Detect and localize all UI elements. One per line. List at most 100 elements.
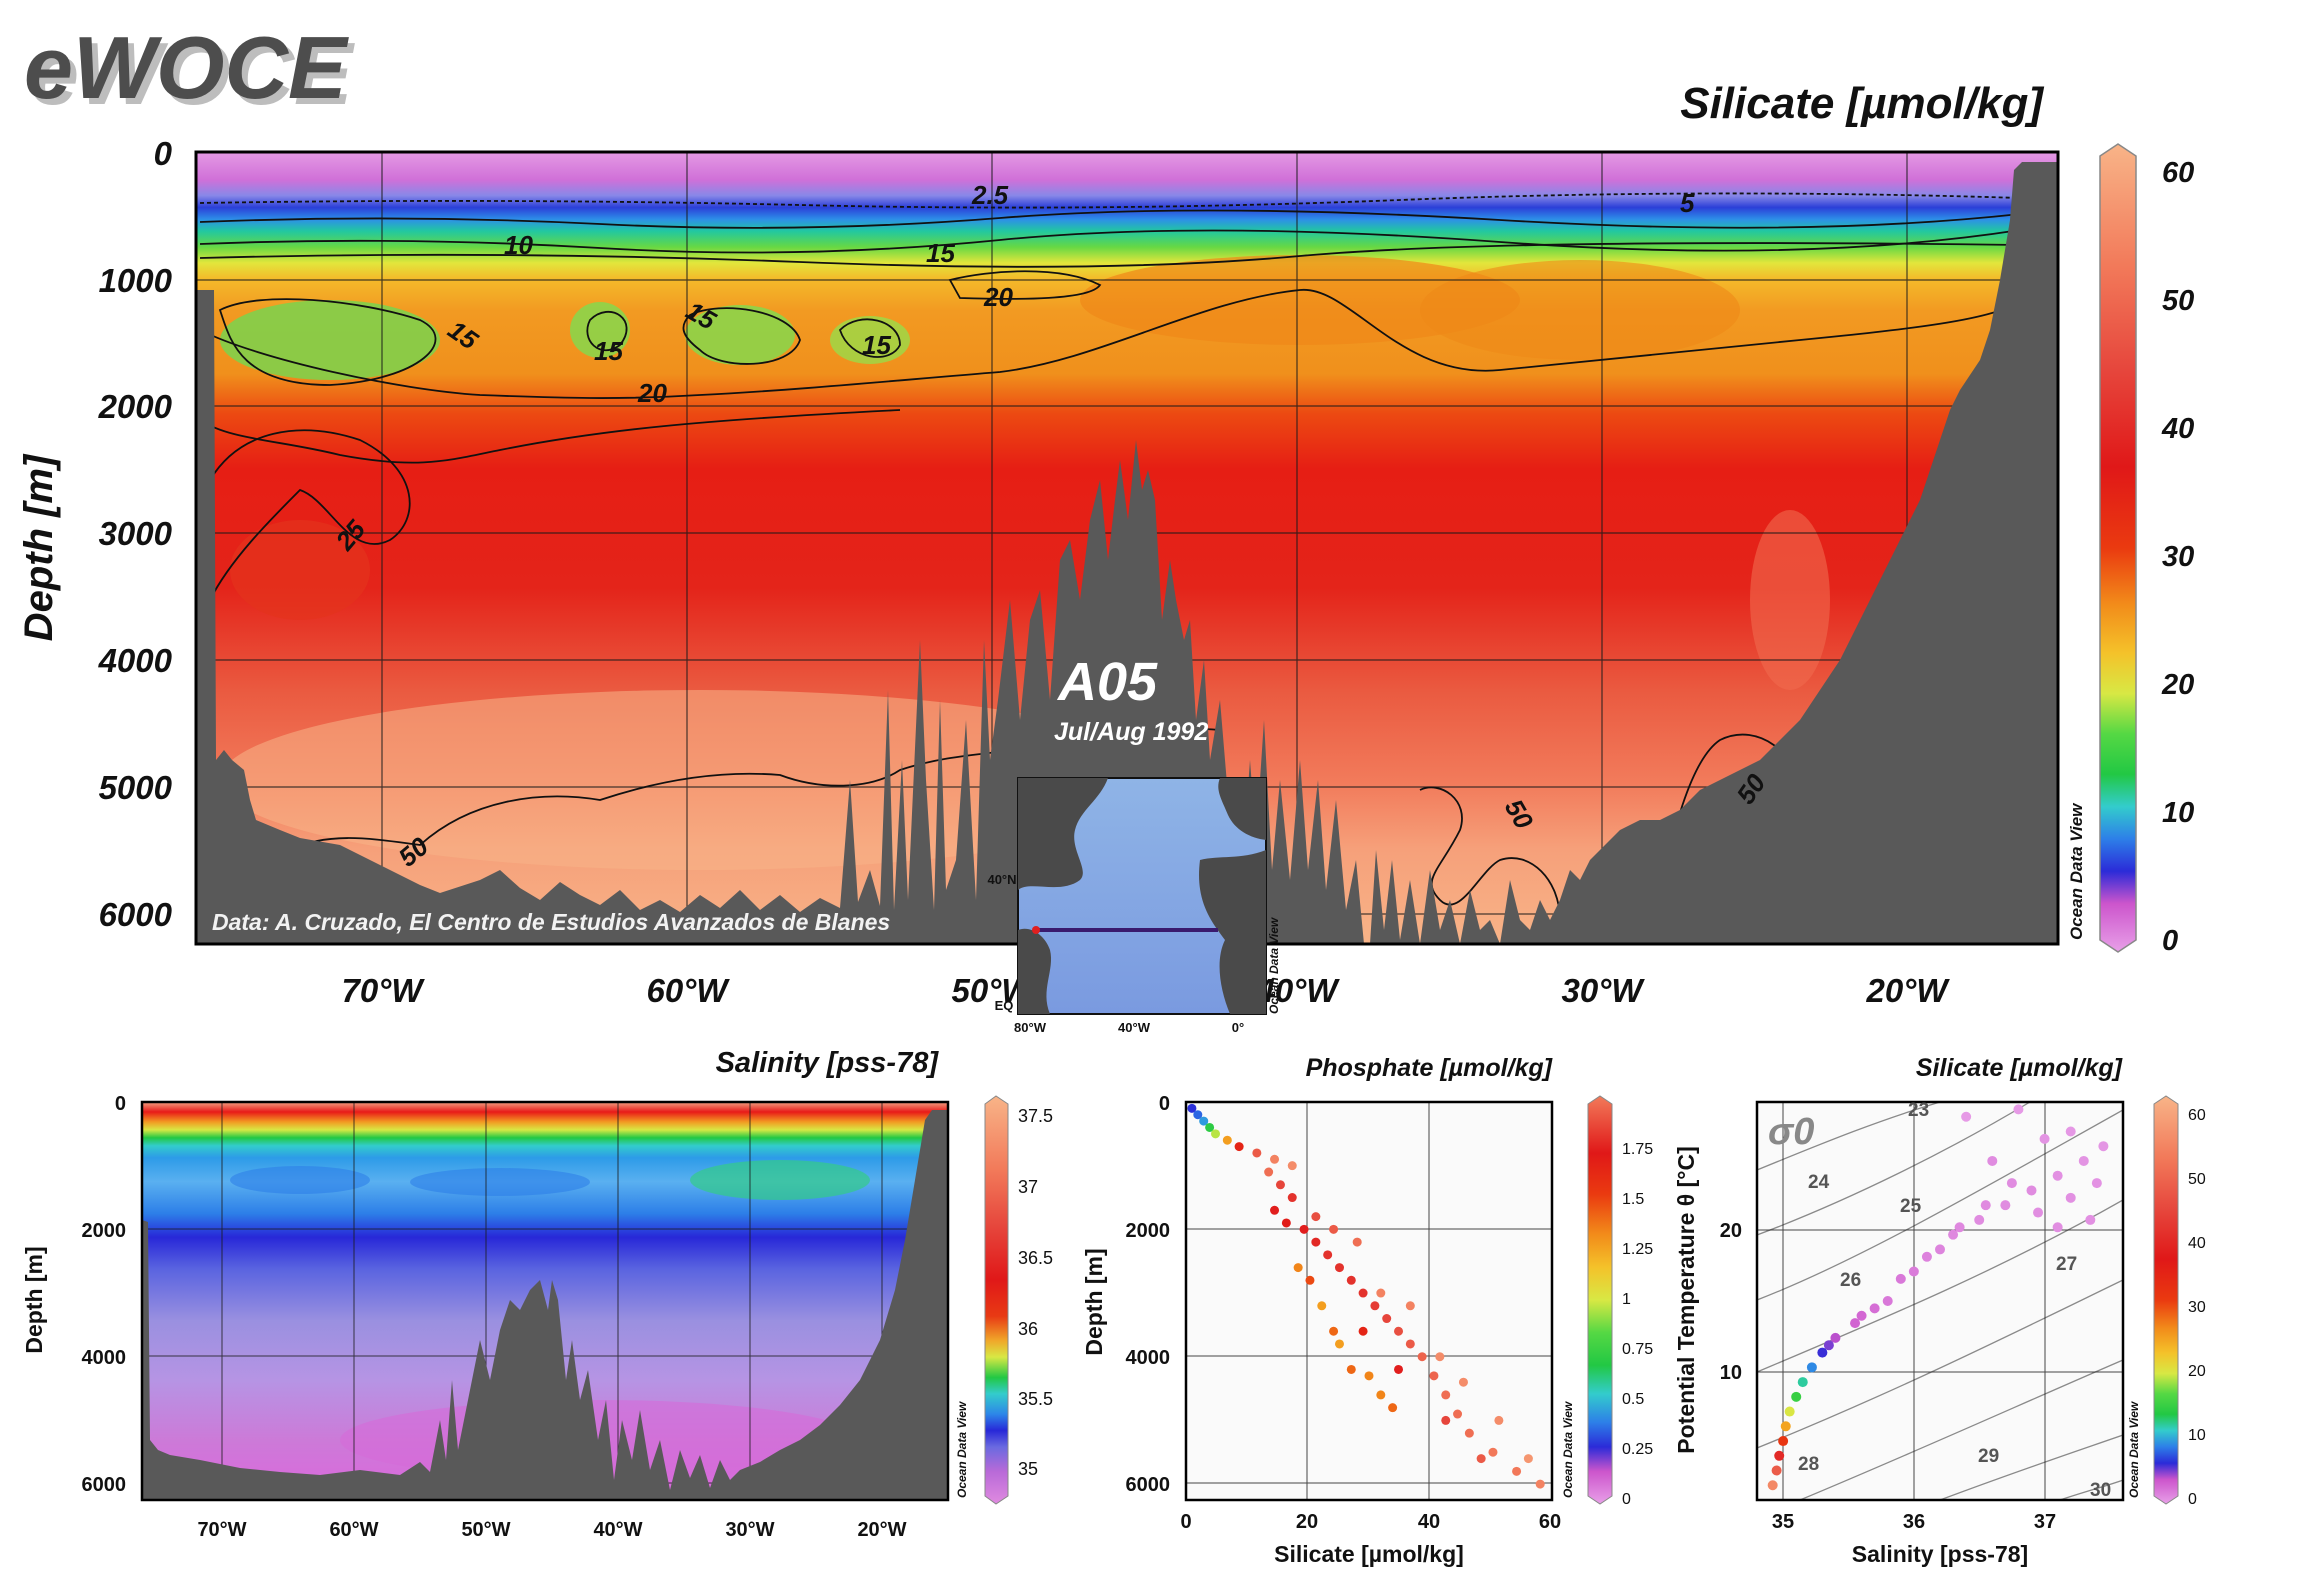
profile-point xyxy=(1270,1154,1280,1164)
main-colorbar-bar xyxy=(2099,143,2137,953)
profile-point xyxy=(1299,1224,1309,1234)
salinity-frame xyxy=(140,1100,950,1502)
salinity-colorbar-bar xyxy=(984,1095,1009,1505)
inset-map-lon-tick: 80°W xyxy=(1014,1020,1047,1035)
ts-point xyxy=(1830,1332,1841,1343)
salinity-bathymetry xyxy=(142,1110,948,1500)
ts-point xyxy=(2052,1222,2063,1233)
ts-colorbar: 0 10 20 30 40 50 60 Ocean Data View xyxy=(2127,1095,2206,1508)
profile-x-tick: 20 xyxy=(1296,1511,1318,1533)
main-title: Silicate [µmol/kg] xyxy=(1680,79,2044,128)
profile-point xyxy=(1287,1161,1297,1171)
ts-point xyxy=(2006,1178,2017,1189)
profile-x-tick: 60 xyxy=(1539,1511,1561,1533)
ts-point xyxy=(1806,1362,1817,1373)
ts-point xyxy=(1980,1200,1991,1211)
main-y-tick: 0 xyxy=(154,135,173,172)
profile-plot: 0 2000 4000 6000 Depth [m] 0 20 40 60 Si… xyxy=(1081,1093,1561,1567)
profile-y-label: Depth [m] xyxy=(1081,1248,1107,1355)
profile-point xyxy=(1346,1275,1356,1285)
odv-watermark: Ocean Data View xyxy=(1267,917,1281,1014)
contour-label: 20 xyxy=(637,378,667,408)
main-cbar-tick: 0 xyxy=(2162,925,2178,957)
profile-point xyxy=(1211,1129,1221,1139)
main-cbar-tick: 40 xyxy=(2161,413,2194,445)
main-bathymetry xyxy=(196,162,2058,944)
main-y-tick: 5000 xyxy=(99,769,173,806)
profile-y-tick: 6000 xyxy=(1126,1474,1171,1496)
odv-watermark: Ocean Data View xyxy=(2127,1401,2141,1498)
contour-label: 5 xyxy=(1680,188,1695,218)
salinity-cbar-tick: 37.5 xyxy=(1018,1106,1053,1126)
ts-point xyxy=(1908,1266,1919,1277)
ts-point xyxy=(1791,1391,1802,1402)
ts-sigma-label: 26 xyxy=(1840,1270,1861,1291)
profile-point xyxy=(1382,1314,1392,1324)
ts-sigma-label: 25 xyxy=(1900,1196,1922,1217)
ts-bg xyxy=(1757,1102,2123,1500)
data-credit: Data: A. Cruzado, El Centro de Estudios … xyxy=(212,909,890,935)
ts-point xyxy=(1797,1377,1808,1388)
profile-point xyxy=(1287,1193,1297,1203)
profile-title: Phosphate [µmol/kg] xyxy=(1306,1054,1554,1082)
main-y-label: Depth [m] xyxy=(17,453,61,641)
profile-point xyxy=(1358,1326,1368,1336)
inset-map-section-start xyxy=(1032,926,1040,934)
contour-label: 20 xyxy=(983,282,1013,312)
profile-point xyxy=(1329,1224,1339,1234)
inset-map-central-america xyxy=(1018,928,1052,1014)
profile-point xyxy=(1323,1250,1333,1260)
salinity-cbar-tick: 36 xyxy=(1018,1319,1038,1339)
main-x-tick: 60°W xyxy=(646,972,730,1009)
profile-cbar-tick: 0.75 xyxy=(1622,1341,1653,1358)
main-y-ticks: 0 1000 2000 3000 4000 5000 6000 xyxy=(98,135,173,933)
salinity-y-tick: 6000 xyxy=(82,1474,127,1496)
odv-watermark: Ocean Data View xyxy=(2067,802,2086,940)
main-y-tick: 1000 xyxy=(99,262,173,299)
ts-point xyxy=(1961,1111,1972,1122)
inset-map-lon-tick: 40°W xyxy=(1118,1020,1151,1035)
ts-point xyxy=(2026,1185,2037,1196)
profile-point xyxy=(1293,1263,1303,1273)
ts-cbar-tick: 0 xyxy=(2188,1491,2197,1508)
section-name: A05 xyxy=(1056,652,1158,712)
profile-point xyxy=(1205,1122,1215,1132)
profile-point xyxy=(1275,1180,1285,1190)
profile-point xyxy=(1329,1326,1339,1336)
salinity-plot: 0 2000 4000 6000 Depth [m] 70°W 60°W 50°… xyxy=(21,1093,950,1541)
inset-map-europe xyxy=(1218,778,1266,840)
main-x-tick: 30°W xyxy=(1561,972,1645,1009)
profile-point xyxy=(1187,1103,1197,1113)
salinity-x-tick: 60°W xyxy=(329,1519,378,1541)
main-plot: 0 1000 2000 3000 4000 5000 6000 Depth [m… xyxy=(17,135,2060,1009)
section-date: Jul/Aug 1992 xyxy=(1054,718,1208,746)
profile-point xyxy=(1305,1275,1315,1285)
ts-cbar-tick: 40 xyxy=(2188,1235,2206,1252)
inset-map: 40°N EQ 80°W 40°W 0° Ocean Data View xyxy=(987,777,1281,1035)
profile-y-tick: 0 xyxy=(1159,1093,1170,1115)
profile-point xyxy=(1252,1148,1262,1158)
ts-point xyxy=(2052,1170,2063,1181)
ts-point xyxy=(1817,1347,1828,1358)
ts-sigma-symbol: σ0 xyxy=(1768,1111,1814,1153)
ts-point xyxy=(2098,1141,2109,1152)
ts-point xyxy=(1987,1155,1998,1166)
ts-y-tick: 10 xyxy=(1720,1362,1742,1384)
inset-map-africa xyxy=(1199,850,1266,1014)
profile-point xyxy=(1364,1371,1374,1381)
profile-point xyxy=(1234,1142,1244,1152)
ts-plot: σ0 23 24 25 26 27 28 29 30 10 20 Potenti… xyxy=(1673,1100,2125,1567)
profile-point xyxy=(1334,1263,1344,1273)
contour-label: 10 xyxy=(504,230,533,260)
profile-points xyxy=(1187,1103,1545,1489)
profile-point xyxy=(1311,1212,1321,1222)
salinity-x-tick: 30°W xyxy=(725,1519,774,1541)
ts-y-tick: 20 xyxy=(1720,1220,1742,1242)
ts-point xyxy=(2039,1133,2050,1144)
profile-cbar-tick: 0 xyxy=(1622,1491,1631,1508)
ts-point xyxy=(2065,1126,2076,1137)
ts-x-tick: 37 xyxy=(2034,1511,2056,1533)
ts-sigma-label: 24 xyxy=(1808,1172,1830,1193)
ts-sigma-labels: 23 24 25 26 27 28 29 30 xyxy=(1798,1100,2111,1501)
ts-point xyxy=(2000,1200,2011,1211)
